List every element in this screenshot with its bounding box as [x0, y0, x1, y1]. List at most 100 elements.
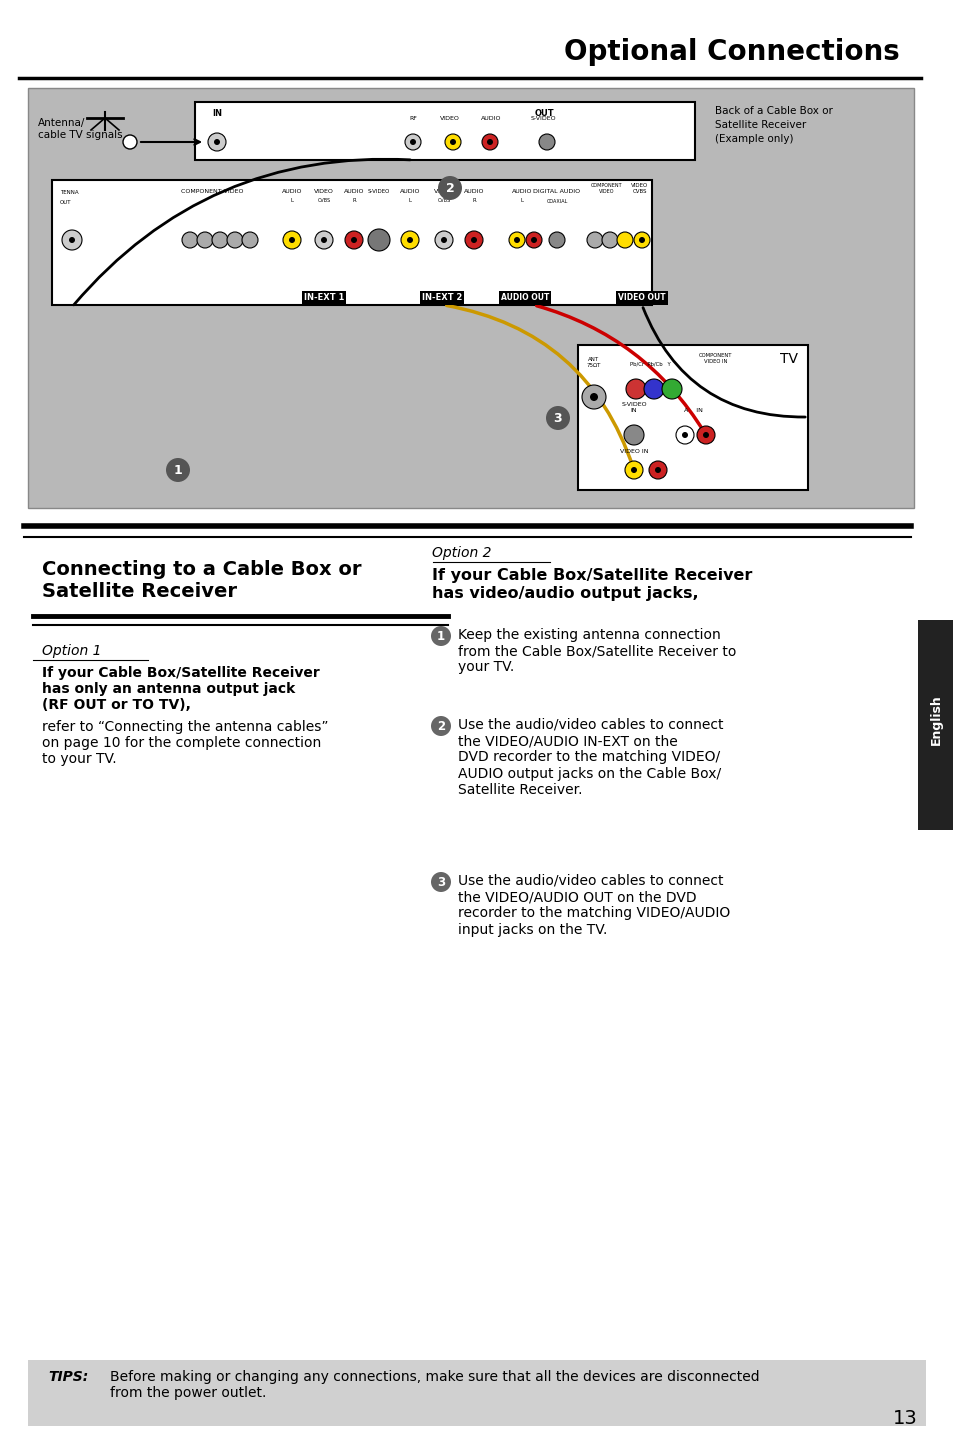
Circle shape: [182, 232, 198, 248]
Text: L: L: [408, 198, 411, 203]
Text: Connecting to a Cable Box or: Connecting to a Cable Box or: [42, 560, 361, 579]
Circle shape: [586, 232, 602, 248]
Circle shape: [400, 231, 418, 249]
Circle shape: [531, 238, 537, 243]
Circle shape: [351, 238, 356, 243]
Text: IN-EXT 2: IN-EXT 2: [421, 294, 461, 302]
FancyBboxPatch shape: [52, 180, 651, 305]
Circle shape: [283, 231, 301, 249]
Text: Before making or changing any connections, make sure that all the devices are di: Before making or changing any connection…: [110, 1370, 759, 1400]
Circle shape: [123, 135, 137, 149]
Text: (RF OUT or TO TV),: (RF OUT or TO TV),: [42, 697, 191, 712]
Circle shape: [655, 467, 660, 473]
Circle shape: [581, 385, 605, 410]
Text: Pb/Cr  Pb/Cb   Y: Pb/Cr Pb/Cb Y: [629, 361, 670, 367]
Circle shape: [166, 458, 190, 483]
Text: refer to “Connecting the antenna cables”
on page 10 for the complete connection
: refer to “Connecting the antenna cables”…: [42, 720, 328, 766]
Circle shape: [444, 135, 460, 150]
Text: (Example only): (Example only): [714, 135, 793, 145]
Text: Keep the existing antenna connection
from the Cable Box/Satellite Receiver to
yo: Keep the existing antenna connection fro…: [457, 629, 736, 674]
Text: CVBS: CVBS: [317, 198, 331, 203]
Circle shape: [625, 379, 645, 400]
Circle shape: [407, 238, 413, 243]
Circle shape: [227, 232, 243, 248]
Circle shape: [62, 231, 82, 251]
Text: ANT
75ΩT: ANT 75ΩT: [586, 357, 600, 368]
FancyBboxPatch shape: [917, 620, 953, 831]
Text: COMPONENT VIDEO: COMPONENT VIDEO: [180, 189, 243, 193]
Text: Antenna/
cable TV signals: Antenna/ cable TV signals: [38, 117, 123, 139]
Circle shape: [681, 432, 687, 438]
Text: L: L: [520, 198, 523, 203]
Text: Option 1: Option 1: [42, 644, 101, 657]
Circle shape: [314, 231, 333, 249]
Text: COMPONENT
VIDEO IN: COMPONENT VIDEO IN: [699, 354, 732, 364]
Circle shape: [661, 379, 681, 400]
Text: TIPS:: TIPS:: [48, 1370, 89, 1383]
Text: 3: 3: [436, 875, 445, 888]
Circle shape: [471, 238, 476, 243]
Text: Back of a Cable Box or: Back of a Cable Box or: [714, 106, 832, 116]
Text: English: English: [928, 695, 942, 746]
Circle shape: [509, 232, 524, 248]
Text: L: L: [291, 198, 294, 203]
Text: AUDIO: AUDIO: [281, 189, 302, 193]
Text: AUDIO OUT: AUDIO OUT: [500, 294, 549, 302]
Text: A    IN: A IN: [683, 408, 701, 412]
Circle shape: [320, 238, 327, 243]
Circle shape: [634, 232, 649, 248]
Text: AUDIO: AUDIO: [463, 189, 484, 193]
Circle shape: [410, 139, 416, 145]
Circle shape: [212, 232, 228, 248]
Text: Optional Connections: Optional Connections: [563, 39, 899, 66]
Text: OUT: OUT: [535, 109, 554, 117]
Text: AUDIO: AUDIO: [480, 116, 500, 120]
Circle shape: [213, 139, 220, 145]
Text: has video/audio output jacks,: has video/audio output jacks,: [432, 586, 698, 601]
Text: 13: 13: [892, 1409, 917, 1428]
Circle shape: [437, 176, 461, 200]
Circle shape: [630, 467, 637, 473]
Text: VIDEO: VIDEO: [434, 189, 454, 193]
Circle shape: [69, 238, 75, 243]
Circle shape: [525, 232, 541, 248]
FancyBboxPatch shape: [28, 1360, 925, 1426]
Circle shape: [440, 238, 447, 243]
Circle shape: [514, 238, 519, 243]
Text: R: R: [472, 198, 476, 203]
Circle shape: [242, 232, 257, 248]
Circle shape: [702, 432, 708, 438]
Circle shape: [368, 229, 390, 251]
Circle shape: [431, 626, 451, 646]
Text: 1: 1: [436, 630, 445, 643]
Text: Use the audio/video cables to connect
the VIDEO/AUDIO OUT on the DVD
recorder to: Use the audio/video cables to connect th…: [457, 874, 729, 937]
Text: COMPONENT
VIDEO: COMPONENT VIDEO: [591, 183, 622, 193]
Circle shape: [486, 139, 493, 145]
Text: 2: 2: [445, 182, 454, 195]
Circle shape: [643, 379, 663, 400]
Circle shape: [545, 407, 569, 430]
Circle shape: [697, 425, 714, 444]
Text: DIGITAL AUDIO: DIGITAL AUDIO: [533, 189, 580, 193]
Circle shape: [405, 135, 420, 150]
Circle shape: [623, 425, 643, 445]
Text: Use the audio/video cables to connect
the VIDEO/AUDIO IN-EXT on the
DVD recorder: Use the audio/video cables to connect th…: [457, 717, 722, 796]
Text: VIDEO: VIDEO: [314, 189, 334, 193]
Text: COAXIAL: COAXIAL: [546, 199, 567, 203]
Text: VIDEO
CVBS: VIDEO CVBS: [631, 183, 648, 193]
Text: Satellite Receiver: Satellite Receiver: [42, 581, 236, 601]
FancyBboxPatch shape: [194, 102, 695, 160]
Text: VIDEO OUT: VIDEO OUT: [618, 294, 665, 302]
Text: S-VIDEO
IN: S-VIDEO IN: [620, 402, 646, 412]
Text: TV: TV: [780, 352, 797, 367]
Text: If your Cable Box/Satellite Receiver: If your Cable Box/Satellite Receiver: [42, 666, 319, 680]
Text: 1: 1: [173, 464, 182, 477]
Text: RF: RF: [409, 116, 416, 120]
Circle shape: [601, 232, 618, 248]
Circle shape: [589, 392, 598, 401]
Circle shape: [548, 232, 564, 248]
Circle shape: [481, 135, 497, 150]
Circle shape: [639, 238, 644, 243]
Text: S-VIDEO: S-VIDEO: [530, 116, 556, 120]
Circle shape: [431, 872, 451, 892]
